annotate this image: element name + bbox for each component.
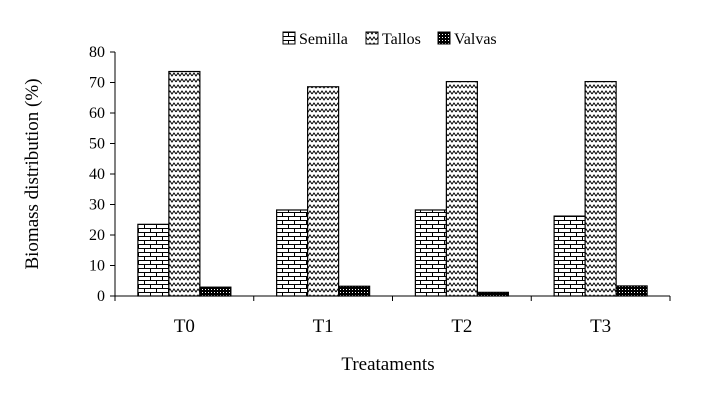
y-tick-label: 30 <box>89 197 105 214</box>
bar-semilla-t2 <box>414 209 447 297</box>
x-category-label: T2 <box>451 316 472 337</box>
bar-semilla-t3 <box>553 215 586 297</box>
legend-label-tallos: Tallos <box>382 31 421 48</box>
y-ticks: 0 10 20 30 40 50 60 70 80 <box>89 44 115 305</box>
bar-tallos-t2 <box>445 80 478 297</box>
legend-swatch-valvas <box>437 31 451 45</box>
bar-valvas-t1 <box>338 285 371 297</box>
bar-semilla-t1 <box>276 209 309 297</box>
bar-tallos-t1 <box>307 86 340 297</box>
legend: Semilla Tallos Valvas <box>282 31 497 48</box>
legend-swatch-tallos <box>365 31 379 45</box>
y-tick-label: 10 <box>89 258 105 275</box>
y-tick-label: 20 <box>89 227 105 244</box>
y-tick-label: 70 <box>89 75 105 92</box>
legend-label-valvas: Valvas <box>454 31 497 48</box>
bar-tallos-t3 <box>584 80 617 297</box>
bar-valvas-t0 <box>199 286 232 297</box>
legend-swatch-semilla <box>282 31 296 45</box>
bars <box>137 70 648 297</box>
bar-semilla-t0 <box>137 223 170 297</box>
y-tick-label: 0 <box>97 288 105 305</box>
y-tick-label: 40 <box>89 166 105 183</box>
y-axis-title: Biomass distribution (%) <box>22 78 43 269</box>
x-ticks: T0 T1 T2 T3 <box>114 296 671 337</box>
x-category-label: T1 <box>313 316 334 337</box>
x-category-label: T3 <box>590 316 611 337</box>
y-tick-label: 80 <box>89 44 105 61</box>
x-category-label: T0 <box>174 316 195 337</box>
bar-tallos-t0 <box>168 70 201 297</box>
y-tick-label: 50 <box>89 136 105 153</box>
x-axis-title: Treataments <box>341 354 434 375</box>
bar-valvas-t3 <box>615 285 648 297</box>
y-tick-label: 60 <box>89 105 105 122</box>
legend-label-semilla: Semilla <box>299 31 348 48</box>
bar-valvas-t2 <box>476 291 509 297</box>
